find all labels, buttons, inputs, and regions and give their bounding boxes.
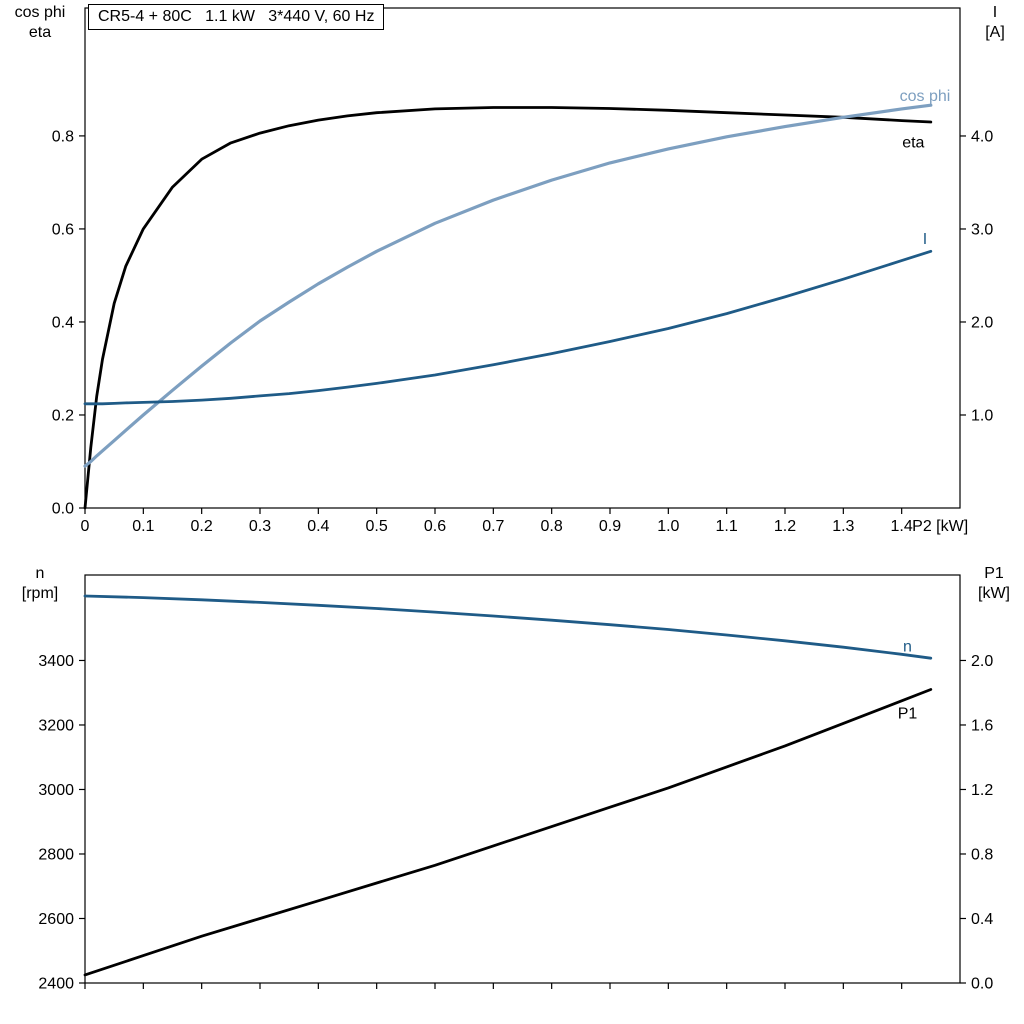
right-axis-tick-label: 1.0 — [971, 407, 993, 424]
axis-title-cos-phi: cos phi — [14, 4, 66, 21]
top-left-axis-title: cos phi eta — [0, 3, 80, 43]
axis-title-current: I — [992, 4, 998, 21]
left-axis-tick-label: 0.6 — [52, 221, 74, 238]
plot-frame-0 — [84, 7, 961, 509]
curve-current — [83, 249, 933, 406]
x-tick-label: 1.3 — [832, 518, 854, 535]
axis-title-current-unit: [A] — [985, 24, 1005, 41]
x-tick-label: 0.9 — [599, 518, 621, 535]
left-axis-tick-label: 2400 — [38, 976, 74, 993]
right-axis-tick-label: 0.4 — [971, 911, 993, 928]
curve-label-p1: P1 — [898, 706, 918, 723]
right-axis-tick-label: 3.0 — [971, 221, 993, 238]
x-tick-label: 0.4 — [307, 518, 329, 535]
left-axis-tick-label: 0.4 — [52, 314, 74, 331]
curve-speed — [83, 594, 933, 660]
curve-label-cos-phi: cos phi — [900, 88, 951, 105]
left-axis-tick-label: 3200 — [38, 717, 74, 734]
curve-label-current: I — [923, 231, 927, 248]
x-tick-label: 0.5 — [366, 518, 388, 535]
x-tick-label: 1.1 — [716, 518, 738, 535]
left-axis-tick-label: 3400 — [38, 653, 74, 670]
axis-title-p1-unit: [kW] — [978, 585, 1010, 602]
curve-eta — [83, 106, 933, 510]
x-tick-label: 0.6 — [424, 518, 446, 535]
left-axis-tick-label: 2800 — [38, 846, 74, 863]
right-axis-tick-label: 2.0 — [971, 314, 993, 331]
x-tick-label: 1.0 — [657, 518, 679, 535]
right-axis-tick-label: 1.2 — [971, 782, 993, 799]
curve-cos-phi — [83, 103, 933, 468]
x-tick-label: 1.2 — [774, 518, 796, 535]
axis-title-p1: P1 — [984, 565, 1004, 582]
plot-frame-1 — [84, 574, 961, 984]
right-axis-tick-label: 1.6 — [971, 717, 993, 734]
axis-title-eta: eta — [28, 24, 52, 41]
bottom-left-axis-title: n [rpm] — [0, 564, 80, 604]
x-tick-label: 0.2 — [191, 518, 213, 535]
curve-label-speed: n — [903, 638, 912, 655]
right-axis-tick-label: 4.0 — [971, 128, 993, 145]
left-axis-tick-label: 3000 — [38, 782, 74, 799]
right-axis-tick-label: 2.0 — [971, 653, 993, 670]
left-axis-tick-label: 2600 — [38, 911, 74, 928]
left-axis-tick-label: 0.0 — [52, 501, 74, 518]
chart-title-box: CR5-4 + 80C 1.1 kW 3*440 V, 60 Hz — [88, 4, 385, 30]
x-tick-label: 0.1 — [132, 518, 154, 535]
right-axis-tick-label: 0.0 — [971, 976, 993, 993]
axis-title-speed-unit: [rpm] — [21, 585, 59, 602]
x-tick-label: 0.7 — [482, 518, 504, 535]
left-axis-tick-label: 0.2 — [52, 407, 74, 424]
curve-label-eta: eta — [902, 135, 924, 152]
left-axis-tick-label: 0.8 — [52, 128, 74, 145]
right-axis-tick-label: 0.8 — [971, 846, 993, 863]
bottom-right-axis-title: P1 [kW] — [964, 564, 1024, 604]
axis-title-speed: n — [35, 565, 45, 582]
x-tick-label: 0.3 — [249, 518, 271, 535]
curve-p1 — [83, 688, 933, 977]
x-tick-label: 0.8 — [541, 518, 563, 535]
x-axis-label: P2 [kW] — [912, 518, 968, 535]
top-right-axis-title: I [A] — [966, 3, 1024, 43]
x-tick-label: 1.4 — [891, 518, 913, 535]
x-tick-label: 0 — [81, 518, 90, 535]
